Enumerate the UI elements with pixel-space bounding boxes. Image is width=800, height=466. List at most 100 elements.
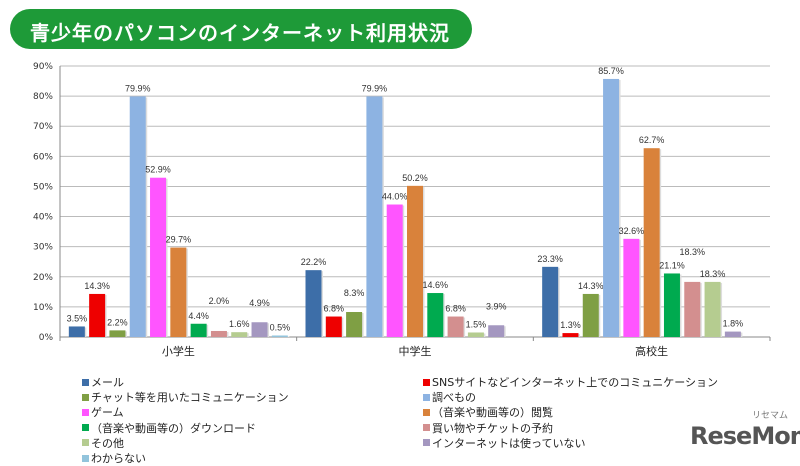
bar [562, 333, 579, 337]
data-label: 0.5% [270, 322, 291, 332]
legend-item: SNSサイトなどインターネット上でのコミュニケーション [423, 374, 718, 390]
bar [170, 247, 187, 337]
bar [427, 293, 444, 337]
bar [643, 148, 660, 337]
legend-swatch [423, 408, 430, 416]
y-tick-label: 60% [33, 152, 53, 162]
logo-text: ReseMom [690, 422, 800, 450]
data-label: 18.3% [700, 269, 726, 279]
y-tick-label: 0% [39, 333, 54, 343]
legend-label: メール [91, 376, 124, 389]
legend-label: わからない [91, 452, 146, 465]
bar [407, 185, 423, 337]
y-tick-label: 90% [33, 62, 53, 72]
legend-label: SNSサイトなどインターネット上でのコミュニケーション [432, 376, 718, 389]
bar [129, 96, 146, 337]
x-category-label: 高校生 [635, 344, 668, 358]
bar [447, 316, 464, 337]
bar [386, 204, 403, 337]
bar [305, 270, 322, 337]
data-label: 14.3% [578, 281, 604, 291]
bar [366, 96, 383, 337]
legend-label: 調べもの [432, 391, 476, 405]
resemom-logo: ReseMom [690, 422, 800, 450]
legend-item: チャット等を用いたコミュニケーション [82, 389, 289, 405]
y-tick-label: 30% [33, 243, 53, 253]
data-label: 79.9% [125, 83, 151, 93]
legend-item: わからない [82, 450, 146, 466]
legend-swatch [82, 378, 89, 386]
bar [542, 266, 559, 337]
bar [68, 326, 85, 337]
bar [467, 332, 484, 337]
legend-swatch [423, 439, 430, 447]
logo-ruby: リセマム [752, 411, 789, 421]
legend-item: インターネットは使っていない [423, 435, 585, 451]
page-title: 青少年のパソコンのインターネット利用状況 [30, 21, 450, 45]
y-tick-label: 20% [33, 273, 53, 283]
data-label: 3.9% [486, 301, 507, 311]
bar [251, 322, 268, 337]
bar [231, 332, 248, 337]
data-label: 18.3% [680, 247, 706, 257]
y-tick-label: 40% [33, 213, 53, 223]
legend-swatch [82, 408, 89, 416]
bar [704, 281, 721, 337]
data-label: 79.9% [362, 83, 388, 93]
data-label: 4.9% [249, 298, 270, 308]
x-category-label: 小学生 [162, 344, 195, 358]
data-label: 32.6% [619, 226, 645, 236]
data-label: 62.7% [639, 135, 665, 145]
data-label: 22.2% [301, 257, 327, 267]
legend-item: ゲーム [82, 404, 124, 420]
data-label: 2.0% [209, 296, 230, 306]
legend-item: （音楽や動画等の）ダウンロード [82, 420, 256, 436]
legend-label: ゲーム [91, 406, 124, 420]
data-label: 44.0% [382, 192, 408, 202]
legend-swatch [423, 393, 430, 401]
data-label: 52.9% [145, 165, 171, 175]
bar [582, 293, 599, 337]
data-label: 14.3% [84, 281, 110, 291]
y-tick-label: 70% [33, 122, 53, 132]
legend-swatch [423, 424, 430, 432]
data-label: 29.7% [166, 235, 192, 245]
legend-swatch [82, 439, 89, 447]
x-category-label: 中学生 [399, 344, 432, 358]
data-label: 21.1% [659, 260, 685, 270]
bar [190, 323, 207, 337]
legend-item: 調べもの [423, 389, 476, 405]
data-label: 85.7% [598, 66, 624, 76]
data-label: 1.3% [560, 320, 581, 330]
bar [663, 273, 680, 337]
bar [210, 330, 227, 337]
data-label: 6.8% [445, 304, 466, 314]
bar [603, 78, 620, 337]
bar [89, 293, 106, 337]
legend-label: 買い物やチケットの予約 [432, 421, 553, 435]
legend-swatch [423, 378, 430, 386]
y-tick-label: 80% [33, 92, 53, 102]
data-label: 50.2% [402, 173, 428, 183]
y-tick-label: 50% [33, 182, 53, 192]
bar [684, 281, 701, 337]
bar [623, 238, 640, 337]
bar [724, 331, 741, 337]
data-label: 1.5% [466, 319, 487, 329]
bar [150, 177, 167, 337]
data-label: 1.8% [723, 319, 744, 329]
legend-label: （音楽や動画等の）閲覧 [432, 406, 553, 420]
data-label: 2.2% [107, 317, 128, 327]
data-label: 1.6% [229, 319, 250, 329]
legend-item: その他 [82, 435, 124, 451]
bar [109, 330, 126, 337]
legend-label: チャット等を用いたコミュニケーション [91, 391, 289, 405]
bar [271, 335, 288, 337]
data-label: 4.4% [188, 311, 209, 321]
legend-swatch [82, 424, 89, 432]
data-label: 6.8% [324, 304, 345, 314]
legend-swatch [82, 454, 89, 462]
legend-item: （音楽や動画等の）閲覧 [423, 404, 553, 420]
legend-label: インターネットは使っていない [432, 436, 586, 450]
